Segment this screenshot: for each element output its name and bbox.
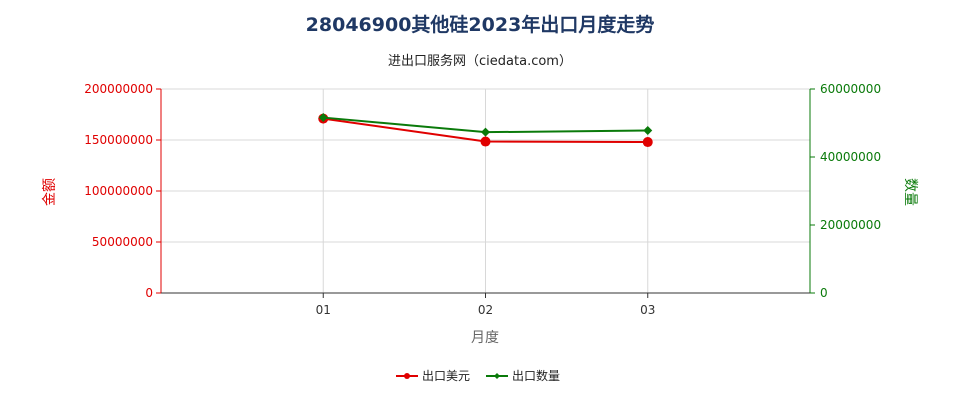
- left-axis-title: 金额: [42, 178, 58, 206]
- right-tick-label: 0: [820, 286, 828, 300]
- right-tick-label: 60000000: [820, 82, 881, 96]
- series-point-2[interactable]: [481, 127, 490, 137]
- grid-lines: [161, 88, 810, 294]
- series-point-1[interactable]: [480, 136, 491, 147]
- legend-swatch-marker: [404, 373, 410, 379]
- series-group: [318, 113, 653, 148]
- x-tick-label: 03: [640, 303, 655, 317]
- series-point-2[interactable]: [318, 113, 328, 123]
- x-tick-label: 01: [316, 303, 331, 317]
- left-tick-label: 150000000: [84, 133, 153, 147]
- legend-label[interactable]: 出口数量: [512, 368, 560, 383]
- legend-swatch-marker: [494, 373, 500, 379]
- left-tick-label: 0: [145, 286, 153, 300]
- x-tick-label: 02: [478, 303, 493, 317]
- legend-label[interactable]: 出口美元: [422, 369, 470, 383]
- left-tick-label: 100000000: [84, 184, 153, 198]
- right-axis-title: 数量: [902, 178, 918, 206]
- legend[interactable]: 出口美元 出口数量: [396, 368, 560, 383]
- left-tick-label: 50000000: [92, 235, 153, 249]
- right-axis-ticks: 0 20000000 40000000 60000000: [810, 82, 881, 300]
- series-point-2[interactable]: [643, 125, 653, 135]
- chart-title: 28046900其他硅2023年出口月度走势: [305, 14, 655, 36]
- right-tick-label: 40000000: [820, 150, 881, 164]
- left-axis-ticks: 0 50000000 100000000 150000000 200000000: [84, 82, 161, 300]
- right-tick-label: 20000000: [820, 218, 881, 232]
- chart-subtitle: 进出口服务网（ciedata.com）: [388, 54, 572, 69]
- series-point-1[interactable]: [642, 137, 653, 148]
- x-axis-ticks: 01 02 03: [316, 293, 655, 317]
- x-axis-title: 月度: [471, 330, 499, 346]
- left-tick-label: 200000000: [84, 82, 153, 96]
